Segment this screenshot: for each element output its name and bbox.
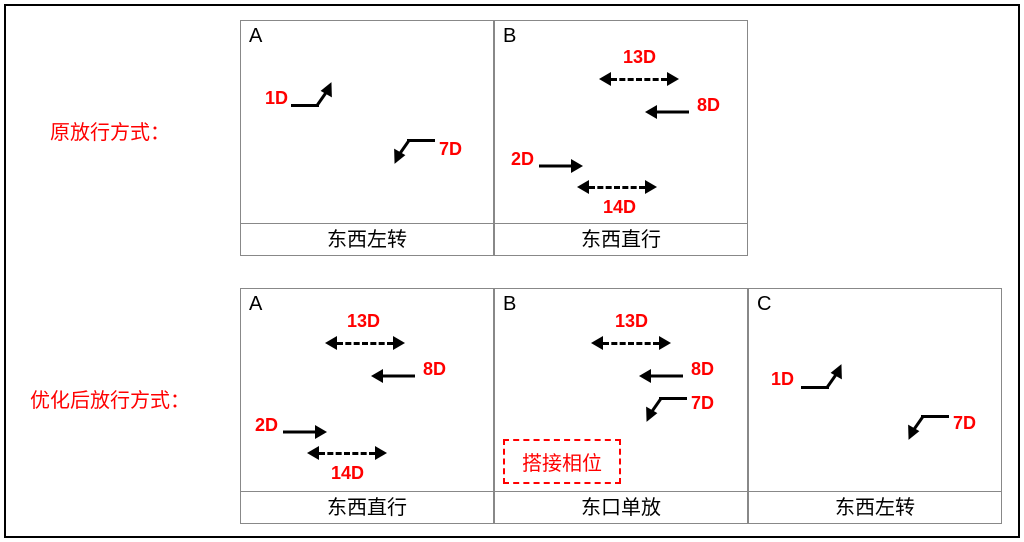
- row2-panel-b: B 13D 8D 7D 搭接相位 东口单放: [494, 288, 748, 524]
- signal-2d-label: 2D: [511, 149, 534, 170]
- signal-13d-label: 13D: [615, 311, 648, 332]
- panel-caption: 东口单放: [495, 491, 747, 523]
- signal-1d-label: 1D: [771, 369, 794, 390]
- signal-14d-label: 14D: [331, 463, 364, 484]
- signal-8d-label: 8D: [697, 95, 720, 116]
- row1-label: 原放行方式：: [50, 116, 170, 145]
- signal-13d-label: 13D: [623, 47, 656, 68]
- panel-letter: A: [249, 25, 262, 48]
- panel-letter: B: [503, 25, 516, 48]
- overlap-phase-label: 搭接相位: [505, 441, 619, 482]
- arrow-left: [639, 369, 683, 383]
- outer-frame: 振业优控 股票代码：839376 原放行方式： A 1D 7D 东西左转 B 1…: [4, 4, 1020, 538]
- panel-letter: C: [757, 293, 771, 316]
- signal-14d-label: 14D: [603, 197, 636, 218]
- row1-panel-a: A 1D 7D 东西左转: [240, 20, 494, 256]
- arrow-turn-ur: [801, 369, 851, 389]
- signal-7d-label: 7D: [691, 393, 714, 414]
- arrow-left: [371, 369, 415, 383]
- row2-label: 优化后放行方式：: [30, 384, 190, 413]
- panel-caption: 东西左转: [241, 223, 493, 255]
- signal-7d-label: 7D: [439, 139, 462, 160]
- overlap-phase-box: 搭接相位: [503, 439, 621, 484]
- arrow-left: [645, 105, 689, 119]
- panel-letter: B: [503, 293, 516, 316]
- arrow-right: [283, 425, 327, 439]
- panel-caption: 东西直行: [241, 491, 493, 523]
- panel-caption: 东西直行: [495, 223, 747, 255]
- arrow-turn-dl: [385, 139, 435, 159]
- panel-letter: A: [249, 293, 262, 316]
- row1-panel-b: B 13D 8D 2D 14D 东西直行: [494, 20, 748, 256]
- row2-panel-a: A 13D 8D 2D 14D 东西直行: [240, 288, 494, 524]
- signal-1d-label: 1D: [265, 88, 288, 109]
- panel-caption: 东西左转: [749, 491, 1001, 523]
- signal-7d-label: 7D: [953, 413, 976, 434]
- arrow-turn-dl: [637, 397, 687, 417]
- row2-panel-c: C 1D 7D 东西左转: [748, 288, 1002, 524]
- signal-8d-label: 8D: [691, 359, 714, 380]
- arrow-right: [539, 159, 583, 173]
- arrow-turn-ur: [291, 87, 341, 107]
- signal-13d-label: 13D: [347, 311, 380, 332]
- signal-8d-label: 8D: [423, 359, 446, 380]
- signal-2d-label: 2D: [255, 415, 278, 436]
- arrow-turn-dl: [899, 415, 949, 435]
